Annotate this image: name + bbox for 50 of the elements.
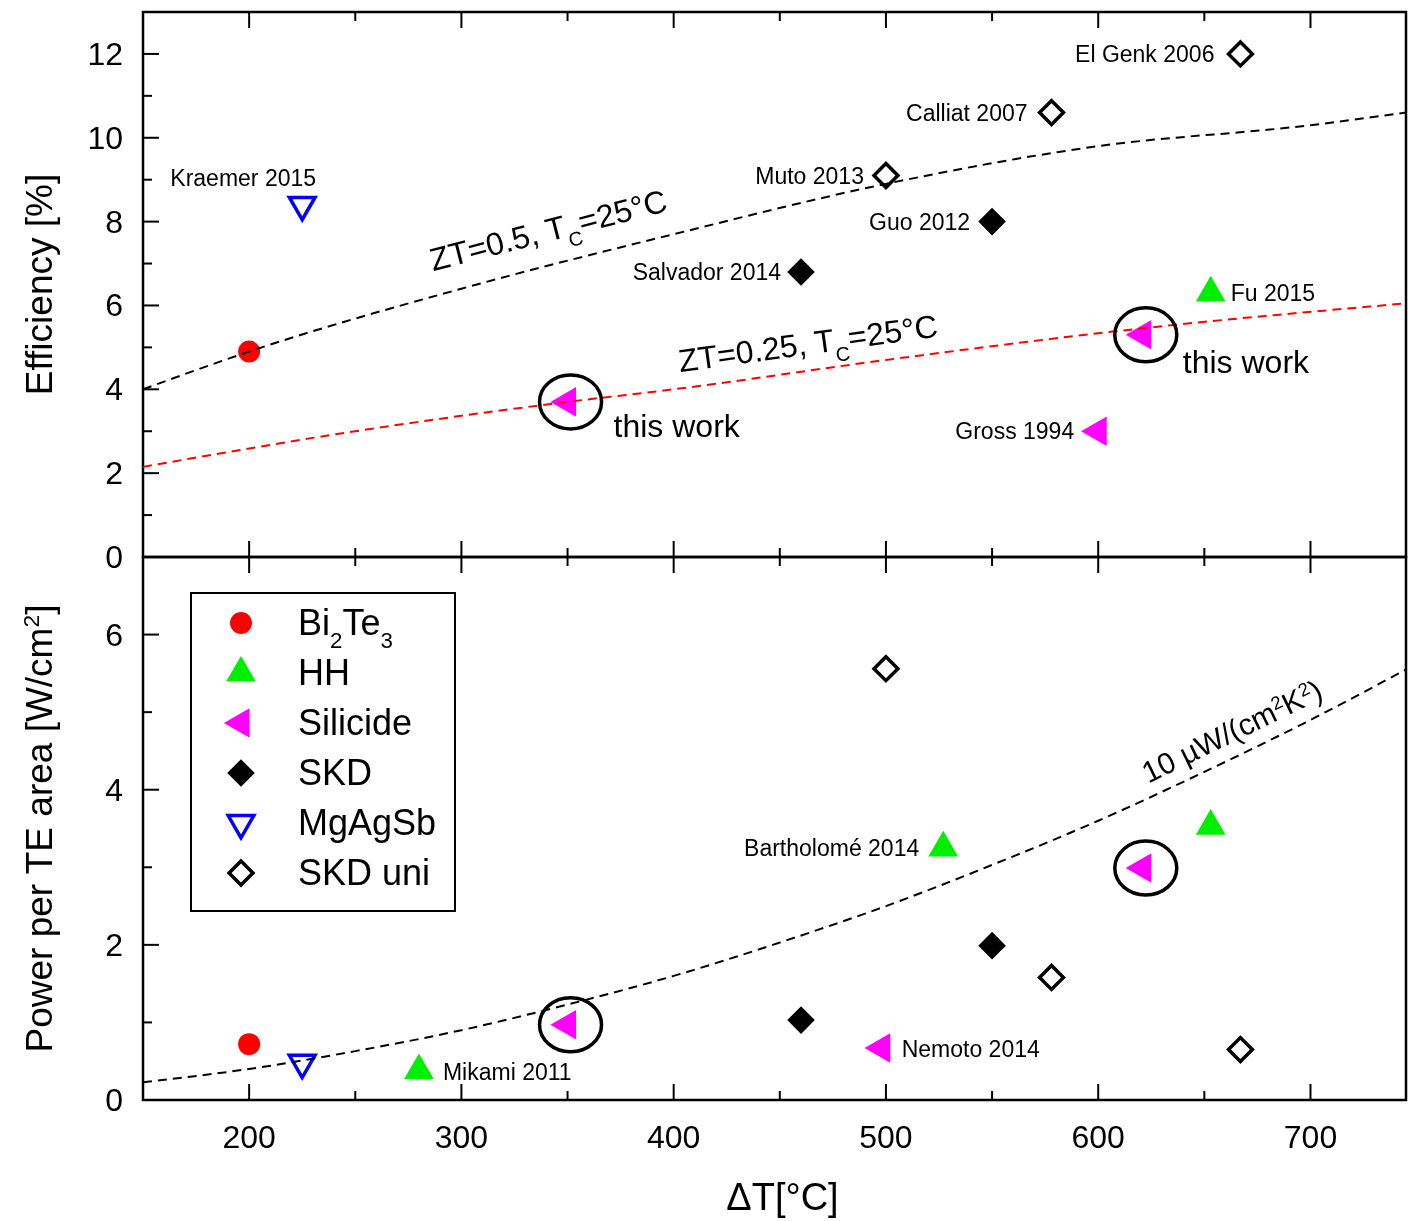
x-tick-label: 700	[1283, 1119, 1338, 1155]
point	[1226, 1035, 1255, 1064]
point	[872, 655, 900, 683]
y-tick-label: 6	[105, 287, 123, 324]
point	[787, 258, 815, 286]
y-tick-label: 2	[105, 926, 123, 963]
annotation: Mikami 2011	[442, 1058, 572, 1085]
legend-label: SKD uni	[298, 852, 431, 893]
y-tick-label: 0	[105, 1082, 123, 1118]
point	[1037, 963, 1066, 992]
point	[238, 340, 261, 363]
y-tick-label: 0	[105, 539, 123, 575]
annotation: Bartholomé 2014	[744, 834, 920, 861]
y-tick-label: 6	[105, 616, 123, 653]
annotation: Salvador 2014	[632, 258, 782, 285]
legend-label: SKD	[298, 752, 373, 793]
annotation: El Genk 2006	[1075, 40, 1215, 67]
y-axis-title: Efficiency [%]	[19, 173, 60, 396]
x-tick-label: 400	[646, 1119, 701, 1155]
point	[787, 1006, 815, 1034]
x-axis-title: ΔT[°C]	[726, 1176, 839, 1218]
legend-label: Bi$_{2}$Te$_{3}$	[298, 602, 393, 653]
point	[1226, 40, 1255, 68]
y-tick-label: 12	[87, 35, 123, 72]
point	[978, 207, 1006, 236]
y-tick-label: 4	[105, 771, 123, 808]
point	[978, 931, 1006, 960]
annotation: Kraemer 2015	[170, 164, 317, 191]
x-tick-label: 500	[859, 1119, 913, 1155]
y-tick-label: 10	[87, 119, 123, 156]
x-tick-label: 600	[1071, 1119, 1125, 1155]
x-tick-label: 200	[222, 1119, 276, 1155]
annotation: Gross 1994	[955, 418, 1075, 445]
point	[1037, 98, 1066, 127]
annotation: Guo 2012	[869, 208, 971, 235]
annotation: Nemoto 2014	[901, 1036, 1040, 1063]
annotation: this work	[613, 407, 741, 444]
point	[238, 1033, 261, 1056]
legend-label: Silicide	[298, 702, 413, 743]
annotation: Fu 2015	[1230, 279, 1316, 306]
legend-label: MgAgSb	[298, 802, 437, 843]
y-tick-label: 8	[105, 203, 123, 240]
annotation: Calliat 2007	[906, 99, 1028, 126]
x-tick-label: 300	[434, 1119, 489, 1155]
annotation: this work	[1182, 343, 1311, 380]
y-tick-label: 2	[105, 455, 123, 492]
legend-label: HH	[298, 652, 350, 693]
annotation: Muto 2013	[755, 162, 864, 189]
y-tick-label: 4	[105, 371, 123, 408]
point	[872, 161, 900, 190]
